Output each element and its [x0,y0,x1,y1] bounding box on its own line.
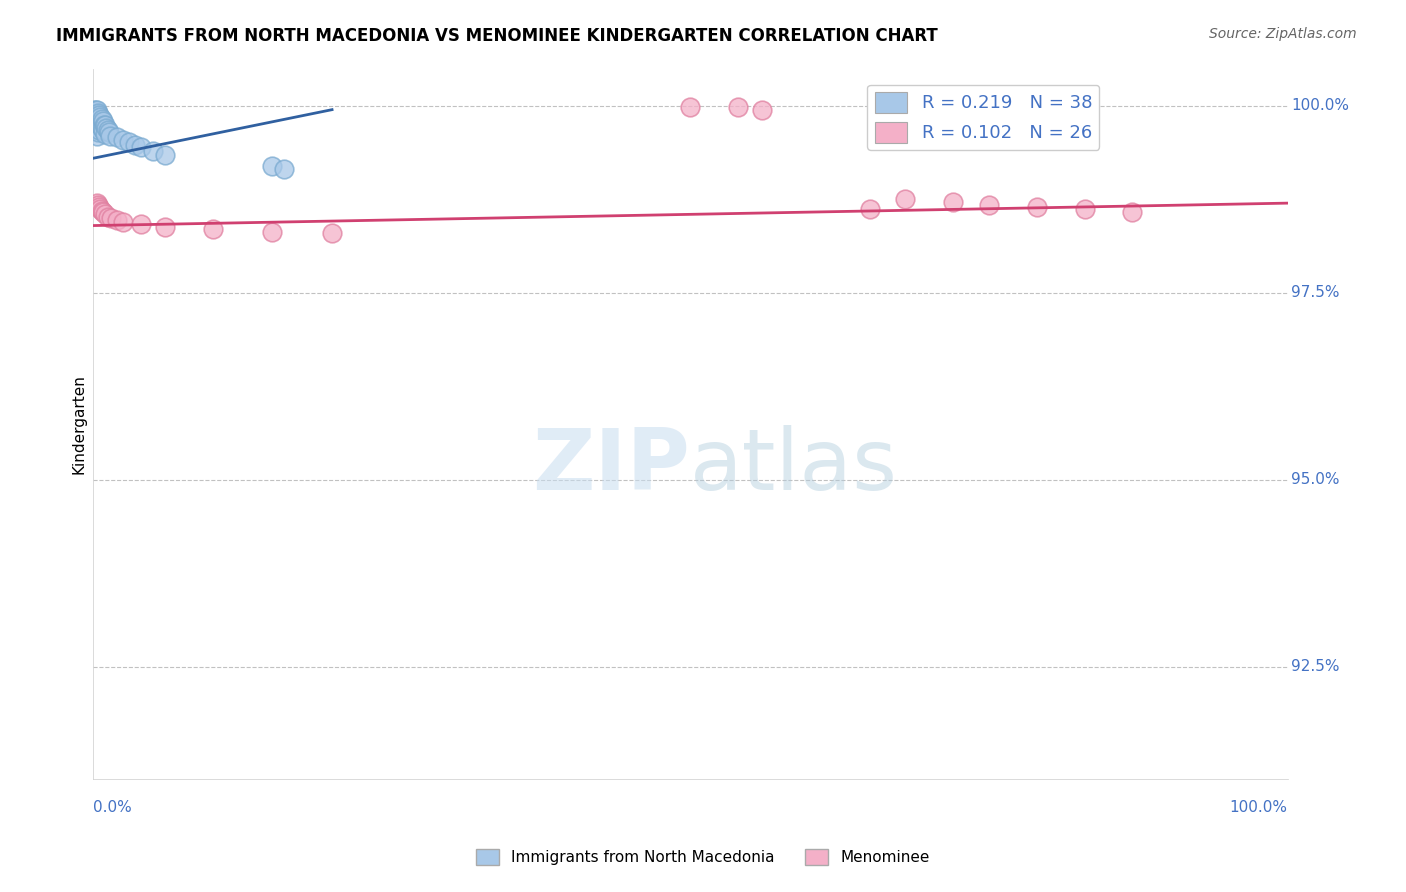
Text: 95.0%: 95.0% [1291,473,1340,487]
Point [83,103,105,117]
Point [86,103,108,117]
Point [751,103,773,117]
Point [118,135,141,149]
Point [89,115,111,129]
Point [153,220,176,235]
Legend: R = 0.219   N = 38, R = 0.102   N = 26: R = 0.219 N = 38, R = 0.102 N = 26 [868,85,1099,150]
Text: 97.5%: 97.5% [1291,285,1340,301]
Point [96,210,118,224]
Point [142,144,165,158]
Point [94,118,117,132]
Point [87,125,110,139]
Text: ZIP: ZIP [533,425,690,508]
Point [89,202,111,216]
Y-axis label: Kindergarten: Kindergarten [72,374,86,474]
Point [321,226,343,240]
Point [96,121,118,136]
Text: 92.5%: 92.5% [1291,659,1340,674]
Point [96,123,118,137]
Point [93,118,115,132]
Point [858,202,880,216]
Point [89,200,111,214]
Point [87,106,110,120]
Point [977,197,1000,211]
Point [262,225,284,239]
Point [86,120,108,134]
Point [1121,205,1143,219]
Point [124,137,146,152]
Point [91,205,114,219]
Point [112,215,135,229]
Point [86,128,108,143]
Point [86,108,108,122]
Point [679,100,702,114]
Point [87,197,110,211]
Point [94,207,117,221]
Text: 100.0%: 100.0% [1230,800,1288,815]
Point [100,211,122,225]
Point [89,110,111,124]
Point [105,212,128,227]
Point [105,130,128,145]
Point [129,140,152,154]
Point [83,110,105,124]
Point [727,100,749,114]
Point [84,110,107,124]
Point [90,121,112,136]
Text: IMMIGRANTS FROM NORTH MACEDONIA VS MENOMINEE KINDERGARTEN CORRELATION CHART: IMMIGRANTS FROM NORTH MACEDONIA VS MENOM… [56,27,938,45]
Point [97,125,120,139]
Point [153,147,176,161]
Point [91,114,114,128]
Point [84,103,107,117]
Point [201,222,224,236]
Text: 100.0%: 100.0% [1291,98,1350,113]
Point [262,159,284,173]
Point [129,217,152,231]
Text: atlas: atlas [690,425,898,508]
Text: 0.0%: 0.0% [93,800,132,815]
Point [89,118,111,132]
Point [1073,202,1095,216]
Point [94,128,117,142]
Point [90,203,112,218]
Text: Source: ZipAtlas.com: Source: ZipAtlas.com [1209,27,1357,41]
Point [273,162,295,177]
Point [86,196,108,211]
Point [112,132,135,146]
Point [86,114,108,128]
Point [89,108,111,122]
Point [90,112,112,127]
Point [98,128,121,143]
Point [1025,200,1047,214]
Point [894,193,917,207]
Point [942,194,965,209]
Point [87,118,110,132]
Point [91,123,114,137]
Legend: Immigrants from North Macedonia, Menominee: Immigrants from North Macedonia, Menomin… [470,843,936,871]
Point [89,123,111,137]
Point [87,112,110,127]
